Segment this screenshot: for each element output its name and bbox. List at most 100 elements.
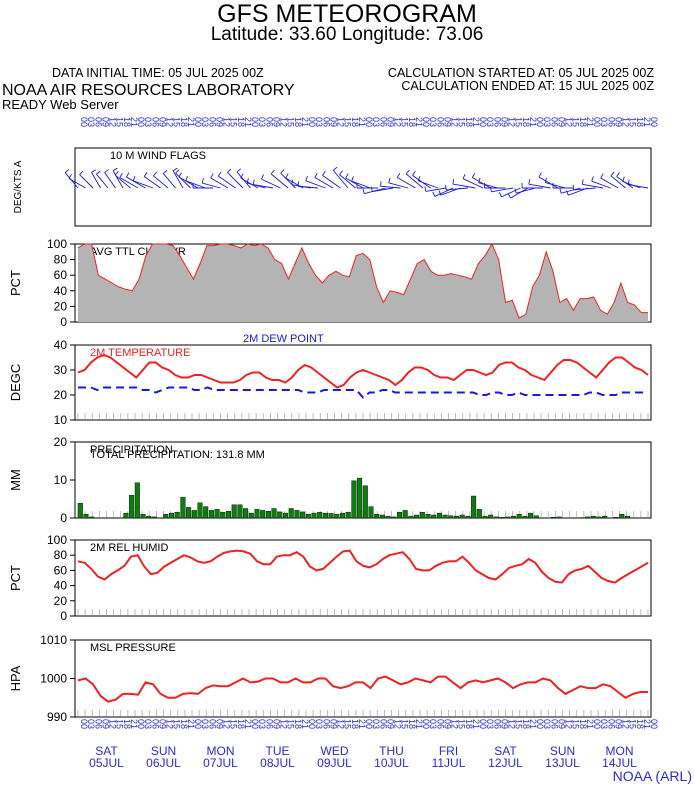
wind-flag-74 — [616, 172, 620, 177]
top-hour-label-63: 21 — [528, 117, 538, 127]
precip-bar-55 — [391, 516, 397, 519]
wind-barb-59 — [501, 187, 521, 198]
precip-bar-76 — [511, 515, 517, 519]
wind-flag-44 — [388, 177, 391, 183]
wind-flag-25 — [246, 178, 249, 184]
ytick-label-1-4: 80 — [54, 253, 68, 267]
wind-flag-50 — [432, 191, 436, 197]
top-hour-label-76: 12 — [621, 117, 631, 127]
wind-flag-47 — [412, 171, 416, 176]
bottom-hour-label-35: 09 — [328, 719, 338, 729]
bottom-hour-label-15: 21 — [186, 719, 196, 729]
top-hour-label-12: 12 — [165, 117, 175, 127]
precip-bar-43 — [322, 512, 328, 519]
ytick-label-2-2: 30 — [54, 363, 68, 377]
top-hour-label-70: 18 — [578, 117, 588, 127]
precip-bar-32 — [260, 510, 266, 519]
precip-bar-95 — [619, 514, 625, 519]
wind-flag-24 — [240, 173, 244, 179]
bottom-hour-label-52: 12 — [450, 719, 460, 729]
ylabel-5: HPA — [8, 665, 23, 691]
top-hour-label-19: 09 — [214, 117, 224, 127]
top-hour-label-36: 12 — [336, 117, 346, 127]
top-hour-label-2: 06 — [93, 117, 103, 127]
wind-barb-8 — [119, 177, 139, 189]
panel-title-0: 10 M WIND FLAGS — [110, 150, 206, 162]
top-hour-label-4: 12 — [108, 117, 118, 127]
wind-barb-33 — [305, 180, 326, 189]
wind-barb-32 — [298, 185, 319, 189]
precip-bar-57 — [402, 510, 408, 519]
top-hour-label-56: 00 — [478, 117, 488, 127]
wind-flag-31 — [291, 179, 294, 185]
panel-note-3: TOTAL PRECIPITATION: 131.8 MM — [90, 449, 265, 461]
noaa-arl-credit: NOAA (ARL) — [612, 768, 692, 784]
bottom-hour-label-80: 00 — [649, 719, 659, 729]
wind-flag-8 — [119, 172, 123, 178]
wind-barb-11 — [143, 176, 161, 189]
top-hour-label-43: 09 — [385, 117, 395, 127]
precip-bar-34 — [271, 508, 277, 519]
top-hour-label-33: 03 — [314, 117, 324, 127]
bottom-hour-label-1: 03 — [86, 719, 96, 729]
top-hour-label-23: 21 — [243, 117, 253, 127]
bottom-hour-label-60: 12 — [507, 719, 517, 729]
wind-barb-27 — [261, 178, 281, 189]
wind-barb-76 — [628, 184, 649, 189]
date-label-0: 05JUL — [89, 756, 124, 770]
wind-barb-69 — [573, 187, 596, 191]
top-hour-label-22: 18 — [236, 117, 246, 127]
wind-flag-63 — [528, 179, 531, 185]
top-hour-label-15: 21 — [186, 117, 196, 127]
panel-title-2: 2M TEMPERATURE — [90, 347, 190, 359]
bottom-hour-label-76: 12 — [621, 719, 631, 729]
ytick-label-3-0: 0 — [60, 511, 67, 525]
precip-bar-90 — [590, 515, 596, 519]
wind-flag-13 — [162, 169, 168, 174]
wind-flag-21 — [217, 171, 222, 177]
bottom-hour-label-55: 21 — [471, 719, 481, 729]
bottom-hour-label-17: 03 — [200, 719, 210, 729]
bottom-hour-label-72: 00 — [592, 719, 602, 729]
top-hour-label-67: 09 — [556, 117, 566, 127]
precip-bar-77 — [516, 514, 522, 519]
bottom-hour-label-11: 09 — [157, 719, 167, 729]
wind-flag-10 — [132, 175, 136, 181]
top-hour-label-38: 18 — [350, 117, 360, 127]
bottom-hour-label-23: 21 — [243, 719, 253, 729]
top-hour-label-49: 03 — [428, 117, 438, 127]
wind-barb-36 — [332, 170, 349, 189]
wind-barb-2 — [79, 174, 94, 189]
wind-flag-55 — [471, 172, 476, 178]
top-hour-label-77: 15 — [628, 117, 638, 127]
day-label-1: SUN — [151, 744, 176, 758]
precip-bar-94 — [613, 517, 619, 519]
bottom-hour-label-47: 21 — [414, 719, 424, 729]
precip-bar-96 — [625, 515, 631, 519]
bottom-hour-label-29: 15 — [286, 719, 296, 729]
day-label-3: TUE — [266, 744, 290, 758]
cloud-cover-area — [78, 244, 648, 322]
top-hour-label-65: 03 — [542, 117, 552, 127]
precip-bar-24 — [214, 509, 220, 519]
wind-barb-56 — [478, 182, 499, 189]
wind-flag-39 — [351, 176, 354, 182]
wind-barb-45 — [397, 177, 416, 189]
top-hour-label-44: 12 — [393, 117, 403, 127]
wind-barb-24 — [240, 177, 259, 189]
date-label-4: 09JUL — [317, 756, 352, 770]
precip-bar-42 — [317, 512, 323, 519]
precip-bar-16 — [168, 512, 174, 519]
bottom-hour-label-78: 18 — [635, 719, 645, 729]
bottom-hour-label-59: 09 — [499, 719, 509, 729]
precip-bar-33 — [265, 511, 271, 519]
wind-flag-41 — [362, 188, 365, 194]
top-hour-label-74: 06 — [606, 117, 616, 127]
wind-flag-0 — [64, 169, 70, 174]
top-hour-label-40: 00 — [364, 117, 374, 127]
precip-bar-30 — [248, 512, 254, 519]
date-label-9: 14JUL — [602, 756, 637, 770]
top-hour-label-20: 12 — [222, 117, 232, 127]
cloud-cover-line — [77, 242, 648, 319]
precip-bar-36 — [283, 512, 289, 519]
